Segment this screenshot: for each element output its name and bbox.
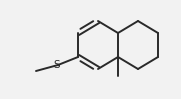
Text: S: S [54,60,60,70]
